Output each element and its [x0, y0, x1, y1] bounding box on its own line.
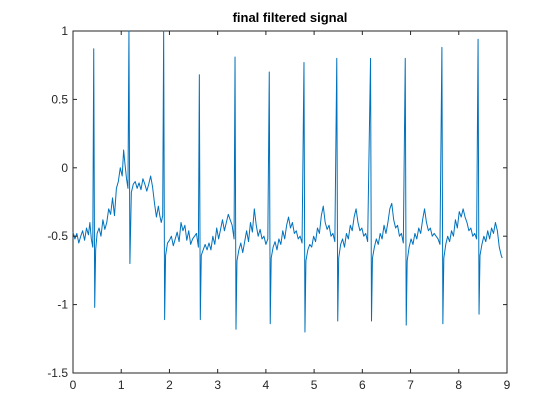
y-tick-label: -1.5 [47, 366, 68, 380]
series-line-1 [72, 30, 503, 333]
x-axis: 0 1 2 3 4 5 6 7 8 9 [70, 31, 511, 392]
x-tick-label: 5 [311, 378, 318, 392]
x-tick-label: 7 [407, 378, 414, 392]
x-tick-label: 4 [263, 378, 270, 392]
x-tick-label: 3 [214, 378, 221, 392]
y-axis: -1.5 -1 -0.5 0 0.5 1 [47, 24, 507, 380]
y-tick-label: -0.5 [47, 229, 68, 243]
x-tick-label: 1 [118, 378, 125, 392]
x-tick-label: 6 [359, 378, 366, 392]
x-tick-label: 2 [166, 378, 173, 392]
x-tick-label: 9 [504, 378, 511, 392]
y-tick-label: 0.5 [51, 92, 68, 106]
y-tick-label: 0 [61, 161, 68, 175]
chart-title: final filtered signal [233, 10, 348, 25]
plot-frame [72, 30, 508, 374]
y-tick-label: 1 [61, 24, 68, 38]
y-tick-label: -1 [57, 298, 68, 312]
plot-area [72, 30, 508, 374]
x-tick-label: 0 [70, 378, 77, 392]
x-tick-label: 8 [455, 378, 462, 392]
